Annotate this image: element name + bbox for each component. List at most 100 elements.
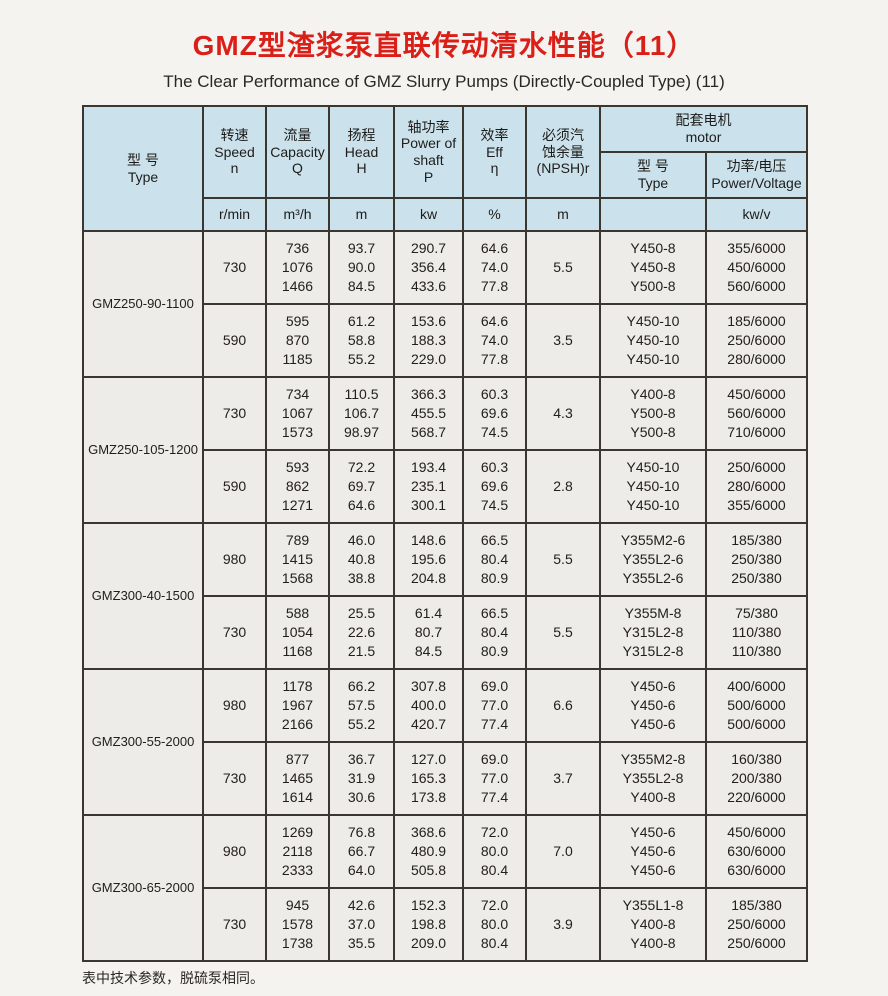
motor-type-cell: Y450-8 Y450-8 Y500-8: [599, 230, 707, 305]
page-subtitle: The Clear Performance of GMZ Slurry Pump…: [163, 72, 725, 91]
motor-type-cell: Y450-6 Y450-6 Y450-6: [599, 668, 707, 743]
speed-cell: 590: [202, 303, 267, 378]
header-eff-symbol: η: [490, 160, 499, 177]
power-cell: 290.7 356.4 433.6: [393, 230, 464, 305]
motor-power-voltage-cell: 185/380 250/6000 250/6000: [705, 887, 808, 962]
motor-power-voltage-cell: 250/6000 280/6000 355/6000: [705, 449, 808, 524]
power-cell: 152.3 198.8 209.0: [393, 887, 464, 962]
power-cell: 61.4 80.7 84.5: [393, 595, 464, 670]
model-cell: GMZ250-90-1100: [82, 230, 204, 378]
table-body: GMZ250-90-1100 730 736 1076 1466 93.7 90.0 …: [82, 230, 808, 962]
table-row: 730 588 1054 1168 25.5 22.6 21.5 61.4 80.7 …: [83, 595, 808, 670]
eff-cell: 64.6 74.0 77.8: [462, 230, 527, 305]
capacity-cell: 593 862 1271: [265, 449, 330, 524]
npsh-cell: 6.6: [525, 668, 601, 743]
motor-power-voltage-cell: 450/6000 560/6000 710/6000: [705, 376, 808, 451]
capacity-cell: 1269 2118 2333: [265, 814, 330, 889]
header-capacity-symbol: Q: [292, 160, 303, 177]
npsh-cell: 5.5: [525, 595, 601, 670]
motor-power-voltage-cell: 400/6000 500/6000 500/6000: [705, 668, 808, 743]
header-power: 轴功率 Power of shaft P: [393, 105, 464, 199]
header-eff: 效率 Eff η: [462, 105, 527, 199]
speed-cell: 730: [202, 376, 267, 451]
npsh-cell: 2.8: [525, 449, 601, 524]
head-cell: 42.6 37.0 35.5: [328, 887, 395, 962]
header-speed: 转速 Speed n: [202, 105, 267, 199]
eff-cell: 69.0 77.0 77.4: [462, 668, 527, 743]
head-cell: 36.7 31.9 30.6: [328, 741, 395, 816]
table-row: 730 945 1578 1738 42.6 37.0 35.5 152.3 198.…: [83, 887, 808, 962]
motor-type-cell: Y355L1-8 Y400-8 Y400-8: [599, 887, 707, 962]
npsh-cell: 3.9: [525, 887, 601, 962]
head-cell: 72.2 69.7 64.6: [328, 449, 395, 524]
eff-cell: 69.0 77.0 77.4: [462, 741, 527, 816]
capacity-cell: 595 870 1185: [265, 303, 330, 378]
header-motor: 配套电机 motor: [599, 105, 808, 153]
npsh-cell: 7.0: [525, 814, 601, 889]
header-motor-type: 型 号 Type: [599, 151, 707, 199]
capacity-cell: 734 1067 1573: [265, 376, 330, 451]
motor-power-voltage-cell: 450/6000 630/6000 630/6000: [705, 814, 808, 889]
head-cell: 76.8 66.7 64.0: [328, 814, 395, 889]
motor-type-cell: Y355M2-8 Y355L2-8 Y400-8: [599, 741, 707, 816]
motor-power-voltage-cell: 185/6000 250/6000 280/6000: [705, 303, 808, 378]
header-type: 型 号 Type: [82, 105, 204, 232]
footnote: 表中技术参数，脱硫泵相同。: [82, 970, 264, 986]
capacity-cell: 588 1054 1168: [265, 595, 330, 670]
performance-table: 型 号 Type 转速 Speed n 流量 Capacity Q 扬程 Head H 轴功率…: [82, 105, 808, 962]
header-capacity: 流量 Capacity Q: [265, 105, 330, 199]
table-row: 590 593 862 1271 72.2 69.7 64.6 193.4 235.1…: [83, 449, 808, 524]
header-head-symbol: H: [356, 160, 367, 177]
eff-cell: 66.5 80.4 80.9: [462, 595, 527, 670]
capacity-cell: 945 1578 1738: [265, 887, 330, 962]
unit-power: kw: [393, 197, 464, 232]
header-head: 扬程 Head H: [328, 105, 395, 199]
table-row: GMZ300-40-1500 980 789 1415 1568 46.0 40.8 …: [82, 522, 808, 670]
unit-motor-power-voltage: kw/v: [705, 197, 808, 232]
power-cell: 193.4 235.1 300.1: [393, 449, 464, 524]
speed-cell: 730: [202, 230, 267, 305]
header-speed-symbol: n: [230, 160, 239, 177]
capacity-cell: 736 1076 1466: [265, 230, 330, 305]
power-cell: 153.6 188.3 229.0: [393, 303, 464, 378]
page-title: GMZ型渣浆泵直联传动清水性能（11）: [192, 30, 696, 61]
npsh-cell: 5.5: [525, 522, 601, 597]
eff-cell: 66.5 80.4 80.9: [462, 522, 527, 597]
unit-npsh: m: [525, 197, 601, 232]
capacity-cell: 877 1465 1614: [265, 741, 330, 816]
npsh-cell: 4.3: [525, 376, 601, 451]
power-cell: 368.6 480.9 505.8: [393, 814, 464, 889]
head-cell: 25.5 22.6 21.5: [328, 595, 395, 670]
model-cell: GMZ250-105-1200: [82, 376, 204, 524]
header-power-symbol: P: [423, 168, 434, 185]
table-row: 590 595 870 1185 61.2 58.8 55.2 153.6 188.3…: [83, 303, 808, 378]
table-row: GMZ300-55-2000 980 1178 1967 2166 66.2 57.5…: [82, 668, 808, 816]
model-cell: GMZ300-55-2000: [82, 668, 204, 816]
head-cell: 110.5 106.7 98.97: [328, 376, 395, 451]
npsh-cell: 5.5: [525, 230, 601, 305]
head-cell: 93.7 90.0 84.5: [328, 230, 395, 305]
eff-cell: 60.3 69.6 74.5: [462, 376, 527, 451]
speed-cell: 980: [202, 814, 267, 889]
unit-speed: r/min: [202, 197, 267, 232]
motor-power-voltage-cell: 185/380 250/380 250/380: [705, 522, 808, 597]
speed-cell: 730: [202, 741, 267, 816]
speed-cell: 730: [202, 595, 267, 670]
motor-type-cell: Y355M-8 Y315L2-8 Y315L2-8: [599, 595, 707, 670]
unit-motor-type: [599, 197, 707, 232]
npsh-cell: 3.7: [525, 741, 601, 816]
capacity-cell: 1178 1967 2166: [265, 668, 330, 743]
eff-cell: 60.3 69.6 74.5: [462, 449, 527, 524]
motor-power-voltage-cell: 355/6000 450/6000 560/6000: [705, 230, 808, 305]
eff-cell: 64.6 74.0 77.8: [462, 303, 527, 378]
motor-type-cell: Y450-10 Y450-10 Y450-10: [599, 449, 707, 524]
model-cell: GMZ300-40-1500: [82, 522, 204, 670]
header-motor-power-voltage: 功率/电压 Power/Voltage: [705, 151, 808, 199]
table-row: GMZ300-65-2000 980 1269 2118 2333 76.8 66.7…: [82, 814, 808, 962]
eff-cell: 72.0 80.0 80.4: [462, 814, 527, 889]
speed-cell: 730: [202, 887, 267, 962]
motor-type-cell: Y450-10 Y450-10 Y450-10: [599, 303, 707, 378]
eff-cell: 72.0 80.0 80.4: [462, 887, 527, 962]
unit-eff: %: [462, 197, 527, 232]
model-cell: GMZ300-65-2000: [82, 814, 204, 962]
